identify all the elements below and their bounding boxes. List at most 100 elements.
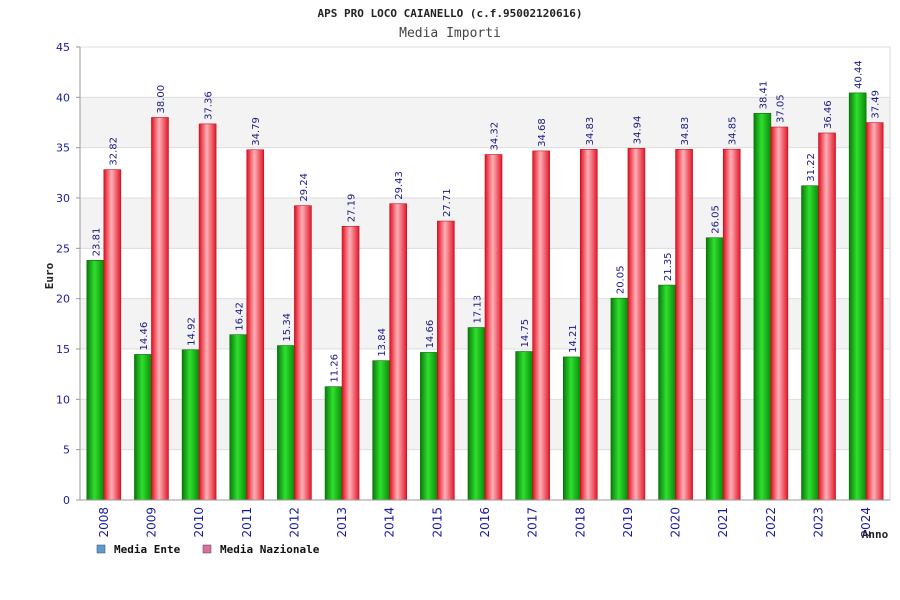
data-label: 34.85 (728, 117, 739, 146)
x-tick-label: 2020 (669, 507, 683, 538)
bars (86, 92, 884, 501)
y-tick-label: 25 (56, 242, 70, 255)
legend-label-media-ente: Media Ente (114, 543, 181, 556)
data-label: 16.42 (234, 302, 245, 331)
data-label: 14.21 (568, 324, 579, 353)
legend-swatch-media-nazionale (202, 544, 212, 554)
bar-media-nazionale (341, 225, 360, 501)
data-label: 17.13 (473, 295, 484, 324)
bar-media-ente (848, 92, 867, 501)
bar-media-nazionale (675, 149, 693, 501)
y-tick-label: 35 (56, 142, 70, 155)
data-label: 15.34 (282, 313, 293, 342)
data-label: 23.81 (91, 228, 102, 257)
data-label: 21.35 (663, 252, 674, 281)
bar-media-ente (277, 345, 295, 501)
chart-subtitle: Media Importi (399, 26, 501, 41)
x-tick-label: 2015 (430, 507, 444, 538)
bar-media-nazionale (770, 126, 789, 501)
bar-media-nazionale (532, 150, 550, 501)
data-label: 36.46 (823, 100, 834, 129)
legend-label-media-nazionale: Media Nazionale (220, 543, 320, 556)
bar-media-nazionale (818, 132, 836, 501)
x-tick-label: 2019 (621, 507, 635, 538)
y-tick-label: 40 (56, 91, 70, 104)
y-axis-label: Euro (43, 262, 56, 289)
bar-media-ente (705, 237, 724, 501)
x-axis-ticks: 2008 2009 2010 2011 2012 2013 2014 2015 2016 2017… (97, 507, 873, 538)
x-tick-label: 2008 (97, 507, 111, 538)
x-tick-label: 2013 (335, 507, 349, 538)
legend: Media Ente Media Nazionale (96, 543, 320, 556)
bar-media-nazionale (627, 147, 646, 501)
bar-media-ente (467, 327, 486, 501)
x-tick-label: 2014 (383, 507, 397, 538)
y-tick-label: 45 (56, 41, 70, 54)
data-label: 34.83 (680, 117, 691, 146)
x-tick-label: 2024 (859, 507, 873, 538)
data-label: 34.83 (585, 117, 596, 146)
value-labels: 23.81 32.82 14.46 38.00 14.92 37.36 16.42 34.79… (91, 60, 881, 382)
bar-media-nazionale (437, 220, 455, 501)
bar-media-ente (86, 260, 105, 501)
data-label: 26.05 (711, 205, 722, 234)
data-label: 29.43 (394, 171, 405, 200)
data-label: 34.32 (490, 122, 501, 151)
data-label: 14.66 (425, 320, 436, 349)
x-axis-label: Anno (862, 528, 889, 541)
data-label: 37.36 (204, 91, 215, 120)
chart-title: APS PRO LOCO CAIANELLO (c.f.95002120616) (318, 7, 583, 20)
y-tick-label: 20 (56, 293, 70, 306)
data-label: 37.05 (775, 94, 786, 123)
x-tick-label: 2023 (812, 507, 826, 538)
y-axis-ticks: 0 5 10 15 20 25 30 35 40 45 (56, 41, 80, 507)
data-label: 13.84 (377, 328, 388, 357)
bar-media-ente (515, 351, 533, 501)
bar-media-nazionale (722, 148, 741, 501)
x-tick-label: 2011 (240, 507, 254, 538)
data-label: 38.41 (758, 81, 769, 110)
data-label: 34.68 (537, 118, 548, 147)
data-label: 20.05 (615, 266, 626, 295)
bar-media-nazionale (246, 149, 265, 501)
y-tick-label: 15 (56, 343, 70, 356)
data-label: 38.00 (156, 85, 167, 114)
data-label: 31.22 (806, 153, 817, 182)
bar-media-nazionale (865, 122, 884, 501)
grid-band (80, 47, 890, 98)
bar-media-ente (324, 386, 343, 501)
data-label: 40.44 (854, 60, 865, 89)
data-label: 14.92 (187, 317, 198, 346)
bar-media-ente (420, 352, 438, 501)
data-label: 37.49 (871, 90, 882, 119)
y-tick-label: 30 (56, 192, 70, 205)
bar-media-ente (372, 360, 391, 501)
bar-media-ente (134, 354, 152, 501)
data-label: 11.26 (330, 354, 341, 383)
bar-media-nazionale (484, 154, 503, 501)
x-tick-label: 2012 (287, 507, 301, 538)
y-tick-label: 0 (63, 494, 70, 507)
bar-media-ente (610, 297, 629, 501)
bar-media-nazionale (151, 117, 169, 501)
data-label: 27.71 (442, 188, 453, 217)
data-label: 34.79 (251, 117, 262, 146)
data-label: 32.82 (108, 137, 119, 166)
bar-media-ente (801, 185, 819, 501)
x-tick-label: 2022 (764, 507, 778, 538)
data-label: 34.94 (632, 116, 643, 145)
y-tick-label: 5 (63, 444, 70, 457)
x-tick-label: 2018 (573, 507, 587, 538)
legend-swatch-media-ente (96, 544, 106, 554)
bar-media-ente (658, 284, 676, 501)
x-tick-label: 2016 (478, 507, 492, 538)
bar-media-ente (229, 334, 248, 501)
data-label: 29.24 (299, 173, 310, 202)
bar-media-nazionale (198, 123, 217, 501)
bar-media-nazionale (103, 169, 122, 501)
data-label: 14.75 (520, 319, 531, 348)
bar-media-nazionale (389, 203, 408, 501)
x-tick-label: 2021 (716, 507, 730, 538)
x-tick-label: 2009 (144, 507, 158, 538)
